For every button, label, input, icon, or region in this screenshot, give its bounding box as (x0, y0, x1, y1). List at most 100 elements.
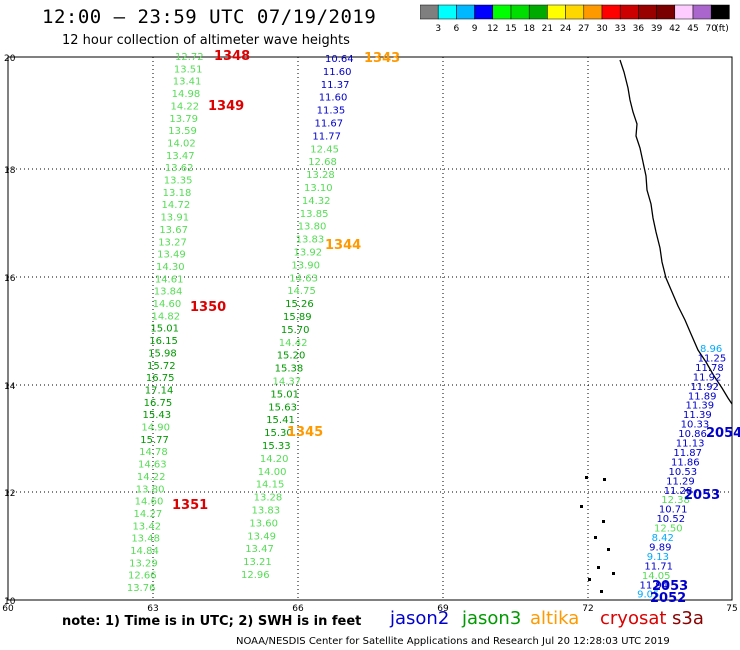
wave-height-value: 13.80 (136, 484, 165, 495)
wave-height-value: 15.63 (268, 402, 297, 413)
wave-height-value: 13.83 (252, 506, 281, 517)
wave-height-value: 10.64 (325, 54, 354, 65)
wave-height-value: 12.38 (661, 495, 690, 506)
wave-height-value: 11.39 (685, 401, 714, 412)
colorbar-label: 45 (687, 24, 698, 34)
pass-number-label: 2053 (652, 579, 688, 594)
wave-height-value: 13.62 (165, 163, 194, 174)
pass-number-label: 1345 (287, 425, 323, 440)
wave-height-value: 10.71 (659, 505, 688, 516)
wave-height-value: 12.72 (175, 52, 204, 63)
footer-credit: NOAA/NESDIS Center for Satellite Applica… (236, 636, 670, 647)
pass-number-label: 1344 (325, 238, 361, 253)
legend-jason3: jason3 (462, 608, 522, 629)
map-title: 12:00 – 23:59 UTC 07/19/2019 (42, 6, 377, 28)
wave-height-value: 14.75 (287, 286, 316, 297)
wave-height-value: 14.82 (151, 311, 180, 322)
wave-height-value: 10.53 (669, 467, 698, 478)
wave-height-value: 13.28 (306, 170, 335, 181)
wave-height-value: 11.60 (319, 93, 348, 104)
pass-number-label: 1349 (208, 99, 244, 114)
wave-height-value: 11.35 (317, 106, 346, 117)
island-dot (597, 566, 600, 569)
wave-height-value: 11.94 (640, 580, 669, 591)
wave-height-value: 13.10 (304, 183, 333, 194)
island-dot (602, 520, 605, 523)
wave-height-value: 11.25 (698, 353, 727, 364)
island-dot (594, 536, 597, 539)
island-dot (607, 548, 610, 551)
wave-height-value: 13.59 (168, 126, 197, 137)
wave-height-value: 13.80 (298, 222, 327, 233)
wave-height-value: 14.84 (130, 546, 159, 557)
wave-height-value: 15.33 (262, 441, 291, 452)
y-tick-label: 18 (4, 166, 16, 176)
colorbar-label: 15 (505, 24, 516, 34)
wave-height-value: 9.89 (649, 542, 671, 553)
wave-height-value: 14.27 (134, 509, 163, 520)
island-dot (612, 572, 615, 575)
y-tick-label: 16 (4, 274, 16, 284)
colorbar-label: 39 (651, 24, 663, 34)
pass-number-label: 1350 (190, 300, 226, 315)
y-tick-label: 12 (4, 489, 15, 499)
x-tick-label: 72 (582, 604, 593, 614)
wave-height-value: 14.05 (642, 571, 671, 582)
y-tick-label: 10 (4, 597, 16, 607)
wave-height-value: 13.85 (300, 209, 329, 220)
colorbar-label: 36 (633, 24, 645, 34)
wave-height-value: 13.28 (254, 493, 283, 504)
wave-height-value: 14.15 (256, 480, 285, 491)
wave-height-value: 11.39 (683, 410, 712, 421)
wave-height-value: 13.29 (129, 558, 158, 569)
wave-height-value: 11.67 (315, 119, 344, 130)
wave-height-value: 13.27 (158, 237, 187, 248)
x-tick-label: 60 (2, 604, 14, 614)
wave-height-value: 13.41 (173, 77, 202, 88)
wave-height-value: 12.45 (310, 144, 339, 155)
wave-height-value: 11.87 (673, 448, 702, 459)
wave-height-value: 13.90 (291, 260, 320, 271)
wave-height-value: 11.78 (695, 363, 724, 374)
wave-height-value: 15.41 (266, 415, 295, 426)
island-dot (603, 478, 606, 481)
wave-height-value: 14.72 (162, 200, 191, 211)
wave-height-value: 9.05 (637, 590, 659, 601)
wave-height-value: 14.63 (289, 273, 318, 284)
wave-height-value: 11.29 (666, 476, 695, 487)
wave-height-value: 15.43 (143, 410, 172, 421)
wave-height-value: 14.63 (138, 460, 167, 471)
legend-jason2: jason2 (390, 608, 450, 629)
wave-height-value: 15.72 (147, 361, 176, 372)
wave-height-value: 14.00 (258, 467, 287, 478)
wave-height-value: 12.66 (128, 571, 157, 582)
colorbar-label: 18 (523, 24, 535, 34)
pass-number-label: 1348 (214, 49, 250, 64)
legend-altika: altika (530, 608, 580, 629)
coastline (619, 59, 733, 405)
wave-height-value: 14.22 (137, 472, 166, 483)
wave-height-value: 14.20 (260, 454, 289, 465)
colorbar-label: 24 (560, 24, 572, 34)
wave-height-value: 11.89 (688, 391, 717, 402)
colorbar-label: 70 (705, 24, 717, 34)
y-tick-label: 20 (4, 54, 16, 64)
wave-height-value: 15.38 (275, 364, 304, 375)
map-frame (7, 56, 733, 601)
wave-height-value: 13.83 (296, 235, 325, 246)
wave-height-value: 13.84 (154, 287, 183, 298)
wave-height-value: 16.75 (146, 373, 175, 384)
wave-height-value: 8.42 (652, 533, 674, 544)
wave-height-value: 16.75 (144, 398, 173, 409)
wave-height-value: 15.89 (283, 312, 312, 323)
wave-height-value: 12.68 (308, 157, 337, 168)
wave-height-value: 13.92 (294, 248, 323, 259)
wave-height-value: 15.30 (264, 428, 293, 439)
wave-height-value: 16.15 (149, 336, 178, 347)
wave-height-value: 14.37 (273, 377, 302, 388)
wave-height-value: 15.20 (277, 351, 306, 362)
colorbar-label: 21 (542, 24, 553, 34)
wave-height-value: 13.49 (157, 250, 186, 261)
island-dot (585, 476, 588, 479)
